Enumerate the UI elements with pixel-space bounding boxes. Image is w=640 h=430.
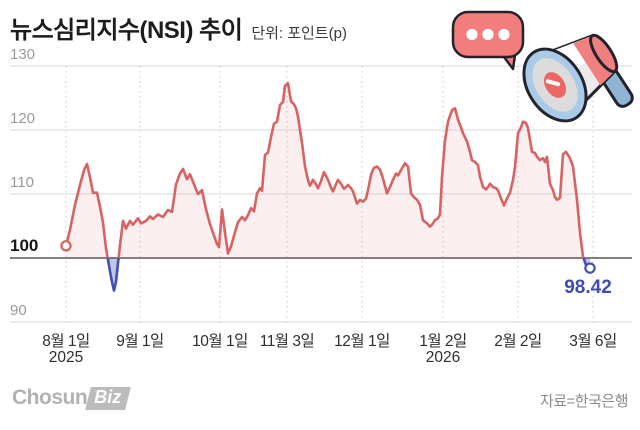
chosunbiz-logo: Chosun Biz — [12, 386, 132, 410]
decorative-icons — [451, 10, 634, 123]
last-value-label: 98.42 — [564, 277, 612, 298]
y-axis-tick-label: 130 — [10, 46, 36, 63]
speech-bubble-icon — [451, 10, 525, 71]
start-marker — [60, 240, 72, 252]
x-axis-tick-label: 11월 3일 — [259, 333, 315, 350]
y-axis-tick-label: 110 — [10, 174, 34, 191]
x-axis-tick-label: 9월 1일 — [116, 333, 164, 350]
y-axis-tick-label: 100 — [10, 236, 39, 255]
logo-biz-flag: Biz — [85, 386, 132, 410]
unit-label: 단위: 포인트(p) — [251, 25, 347, 42]
source-label: 자료=한국은행 — [539, 393, 629, 410]
megaphone-icon — [522, 33, 634, 123]
end-marker — [584, 262, 596, 274]
y-axis-tick-label: 120 — [10, 110, 36, 127]
y-axis-tick-label: 90 — [10, 302, 27, 319]
logo-chosun-text: Chosun — [12, 386, 88, 409]
x-axis-year-label: 2025 — [48, 349, 84, 366]
x-axis-year-label: 2026 — [425, 349, 461, 366]
x-axis-tick-label: 3월 6일 — [569, 333, 617, 350]
x-axis-tick-label: 10월 1일 — [192, 333, 248, 350]
chart-header: 뉴스심리지수(NSI) 추이 단위: 포인트(p) — [10, 10, 347, 45]
x-axis-tick-label: 8월 1일 — [42, 333, 90, 350]
x-axis-tick-label: 12월 1일 — [334, 333, 390, 350]
x-axis-tick-label: 1월 2일 — [419, 333, 467, 350]
page-title: 뉴스심리지수(NSI) 추이 — [10, 17, 243, 44]
x-axis-tick-label: 2월 2일 — [494, 333, 542, 350]
